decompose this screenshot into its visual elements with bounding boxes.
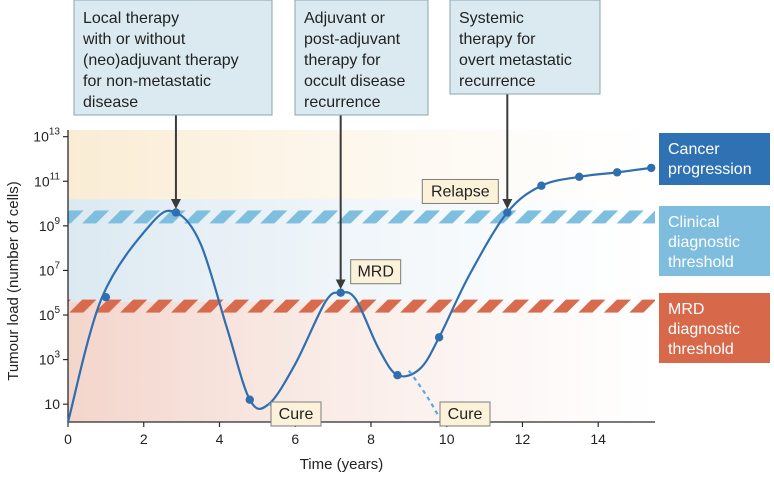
annotation-text-line: recurrence — [304, 94, 381, 111]
annotation-arrows — [170, 94, 513, 290]
point-label-text: Cure — [448, 406, 483, 423]
data-point — [503, 208, 512, 217]
x-tick-label: 10 — [439, 431, 455, 447]
data-point — [245, 395, 254, 404]
legend-item — [659, 293, 770, 363]
annotation-boxes: Local therapy with or without (neo)adjuvan… — [73, 0, 601, 116]
annotation-box — [294, 0, 429, 116]
data-point — [647, 163, 656, 173]
legend-text-line: threshold — [668, 254, 734, 271]
annotation-text: Systemic therapy for overt metastatic recur… — [459, 10, 572, 90]
legend-item — [659, 133, 770, 185]
x-tick-label: 14 — [590, 431, 606, 447]
background-zone — [68, 301, 655, 422]
point-labels: Relapse MRD Cure Cure — [270, 178, 499, 427]
y-tick-base: 10 — [39, 262, 55, 278]
y-tick-exponent: 11 — [50, 171, 61, 182]
y-tick-label: 103 — [39, 350, 61, 368]
cure-dashed-branch — [407, 370, 441, 419]
data-point — [612, 168, 622, 177]
point-label-box — [439, 401, 491, 427]
point-label-text: Relapse — [431, 183, 490, 200]
y-tick-exponent: 5 — [54, 305, 60, 316]
x-tick-label: 4 — [216, 431, 224, 447]
annotation-text-line: recurrence — [459, 73, 536, 90]
annotation-box — [73, 0, 273, 116]
x-tick-label: 6 — [291, 431, 299, 447]
legend-item — [659, 206, 770, 276]
legend-text: Cancer progression — [668, 141, 752, 178]
legend-text-line: Clinical — [668, 214, 720, 231]
annotation-text-line: with or without — [82, 31, 186, 48]
y-tick-label: 10 — [44, 396, 60, 412]
y-axis-label: Tumour load (number of cells) — [5, 181, 22, 381]
point-label-box — [421, 178, 499, 204]
annotation-text: Local therapy with or without (neo)adjuvan… — [82, 10, 239, 111]
y-tick-label: 107 — [39, 260, 61, 278]
annotation-text-line: therapy for — [459, 31, 536, 48]
legend: Cancer progression Clinical diagnostic thres… — [659, 133, 770, 363]
point-label-text: Cure — [279, 406, 314, 423]
annotation-text-line: for non-metastatic — [83, 73, 211, 90]
data-point — [537, 181, 546, 190]
legend-text-line: progression — [668, 161, 752, 178]
data-point — [101, 292, 111, 302]
data-point — [336, 288, 345, 297]
data-point — [171, 208, 181, 217]
y-tick-base: 10 — [34, 173, 50, 189]
legend-text-line: Cancer — [668, 141, 720, 158]
y-tick-base: 10 — [39, 218, 55, 234]
point-label-box — [350, 259, 402, 285]
legend-text: Clinical diagnostic threshold — [668, 214, 740, 271]
annotation-text-line: Local therapy — [83, 10, 179, 27]
x-tick-label: 8 — [367, 431, 375, 447]
x-axis-label: Time (years) — [300, 456, 384, 473]
background-zone — [68, 130, 655, 200]
annotation-text-line: occult disease — [304, 73, 405, 90]
annotation-text-line: Systemic — [459, 10, 524, 27]
y-tick-exponent: 7 — [54, 260, 60, 271]
data-point — [575, 172, 584, 182]
legend-text-line: diagnostic — [668, 321, 740, 338]
y-tick-label: 1013 — [33, 127, 60, 145]
point-label-box — [270, 401, 322, 427]
data-point — [434, 333, 444, 342]
legend-text-line: MRD — [668, 301, 704, 318]
annotation-text-line: overt metastatic — [459, 52, 572, 69]
annotation-text-line: (neo)adjuvant therapy — [83, 52, 239, 69]
y-tick-base: 10 — [33, 129, 49, 145]
x-tick-label: 12 — [515, 431, 531, 447]
annotation-text-line: Adjuvant or — [304, 10, 386, 27]
annotation-text-line: therapy for — [304, 52, 381, 69]
annotation-text: Adjuvant or post-adjuvant therapy for occul… — [304, 10, 405, 111]
y-tick-label: 109 — [39, 216, 61, 234]
y-tick-label: 105 — [39, 305, 61, 323]
legend-text-line: diagnostic — [668, 234, 740, 251]
threshold-band — [68, 299, 655, 313]
annotation-box — [449, 0, 601, 95]
y-tick-exponent: 3 — [54, 350, 60, 361]
annotation-text-line: post-adjuvant — [304, 31, 401, 48]
y-tick-base: 10 — [39, 352, 55, 368]
point-label-text: MRD — [357, 264, 393, 281]
y-tick-label: 1011 — [34, 171, 60, 189]
y-tick-base: 10 — [44, 396, 60, 412]
x-tick-label: 2 — [140, 431, 148, 447]
threshold-band — [68, 210, 655, 224]
y-tick-exponent: 9 — [54, 216, 60, 227]
data-point — [393, 370, 402, 380]
x-tick-label: 0 — [64, 431, 72, 447]
y-tick-base: 10 — [39, 307, 55, 323]
y-tick-exponent: 13 — [49, 127, 61, 138]
legend-text: MRD diagnostic threshold — [668, 301, 740, 358]
annotation-text-line: disease — [83, 94, 138, 111]
legend-text-line: threshold — [668, 341, 734, 358]
